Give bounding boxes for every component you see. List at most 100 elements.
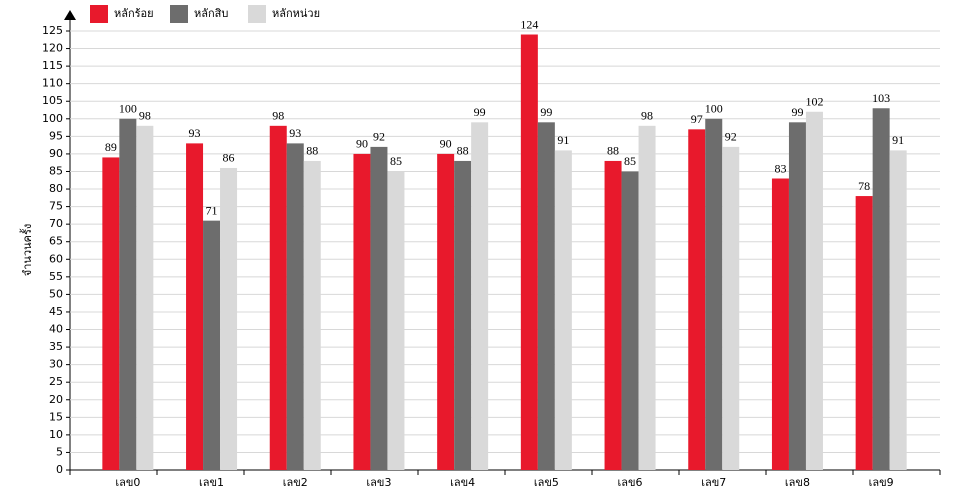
bar bbox=[102, 157, 120, 470]
y-tick-label: 110 bbox=[42, 77, 63, 90]
y-tick-label: 25 bbox=[49, 375, 63, 388]
value-label: 86 bbox=[223, 151, 235, 165]
x-tick-label: เลข0 bbox=[115, 476, 140, 489]
bar bbox=[286, 143, 304, 470]
bar bbox=[537, 122, 555, 470]
value-label: 88 bbox=[607, 144, 619, 158]
y-tick-label: 20 bbox=[49, 393, 63, 406]
legend-swatch[interactable] bbox=[248, 5, 266, 23]
bar bbox=[353, 153, 371, 471]
value-label: 78 bbox=[858, 179, 870, 193]
x-tick-label: เลข6 bbox=[618, 476, 643, 489]
value-label: 71 bbox=[206, 203, 218, 217]
bar bbox=[220, 167, 238, 470]
value-label: 88 bbox=[306, 144, 318, 158]
value-label: 99 bbox=[474, 105, 486, 119]
value-label: 124 bbox=[520, 17, 538, 31]
bar bbox=[621, 171, 639, 471]
bar bbox=[688, 129, 706, 470]
bar bbox=[303, 160, 321, 470]
value-label: 100 bbox=[119, 102, 137, 116]
bar bbox=[889, 150, 907, 470]
value-label: 85 bbox=[624, 154, 636, 168]
y-tick-label: 85 bbox=[49, 164, 63, 177]
y-tick-label: 100 bbox=[42, 112, 63, 125]
y-tick-label: 60 bbox=[49, 252, 63, 265]
value-label: 92 bbox=[373, 130, 385, 144]
y-tick-label: 0 bbox=[56, 463, 63, 476]
y-tick-label: 10 bbox=[49, 428, 63, 441]
bar bbox=[872, 108, 890, 470]
bar bbox=[604, 160, 622, 470]
y-tick-label: 90 bbox=[49, 147, 63, 160]
value-label: 89 bbox=[105, 140, 117, 154]
legend-swatch[interactable] bbox=[90, 5, 108, 23]
y-axis-arrow bbox=[64, 10, 76, 20]
bar bbox=[771, 178, 789, 470]
y-tick-label: 75 bbox=[49, 200, 63, 213]
value-label: 90 bbox=[356, 137, 368, 151]
bar bbox=[638, 125, 656, 470]
y-tick-label: 30 bbox=[49, 358, 63, 371]
x-tick-label: เลข8 bbox=[785, 476, 810, 489]
bar bbox=[805, 111, 823, 470]
value-label: 83 bbox=[774, 161, 786, 175]
bar bbox=[269, 125, 287, 470]
y-tick-label: 95 bbox=[49, 129, 63, 142]
legend-swatch[interactable] bbox=[170, 5, 188, 23]
x-tick-label: เลข1 bbox=[199, 476, 224, 489]
value-label: 91 bbox=[557, 133, 569, 147]
legend-label[interactable]: หลักร้อย bbox=[114, 7, 154, 20]
value-label: 103 bbox=[872, 91, 890, 105]
bar bbox=[454, 160, 472, 470]
bar bbox=[788, 122, 806, 470]
value-label: 90 bbox=[440, 137, 452, 151]
bar bbox=[722, 146, 740, 470]
x-tick-label: เลข4 bbox=[450, 476, 475, 489]
y-tick-label: 80 bbox=[49, 182, 63, 195]
y-tick-label: 55 bbox=[49, 270, 63, 283]
bar bbox=[387, 171, 405, 471]
x-tick-label: เลข9 bbox=[869, 476, 894, 489]
bar bbox=[370, 146, 388, 470]
bar bbox=[186, 143, 204, 470]
x-tick-label: เลข7 bbox=[701, 476, 726, 489]
value-label: 85 bbox=[390, 154, 402, 168]
y-tick-label: 105 bbox=[42, 94, 63, 107]
bar bbox=[203, 220, 221, 470]
bar bbox=[471, 122, 489, 470]
bar bbox=[855, 196, 873, 470]
bar bbox=[136, 125, 154, 470]
bar bbox=[705, 118, 723, 471]
value-label: 93 bbox=[289, 126, 301, 140]
bar bbox=[520, 34, 538, 471]
value-label: 99 bbox=[791, 105, 803, 119]
y-tick-label: 45 bbox=[49, 305, 63, 318]
value-label: 93 bbox=[189, 126, 201, 140]
y-tick-label: 15 bbox=[49, 410, 63, 423]
bar bbox=[437, 153, 455, 471]
y-tick-label: 50 bbox=[49, 287, 63, 300]
value-label: 92 bbox=[725, 130, 737, 144]
x-tick-label: เลข2 bbox=[283, 476, 308, 489]
value-label: 100 bbox=[705, 102, 723, 116]
x-tick-label: เลข3 bbox=[366, 476, 391, 489]
y-tick-label: 35 bbox=[49, 340, 63, 353]
value-label: 102 bbox=[805, 95, 823, 109]
y-tick-label: 5 bbox=[56, 445, 63, 458]
value-label: 98 bbox=[272, 109, 284, 123]
value-label: 97 bbox=[691, 112, 703, 126]
y-tick-label: 65 bbox=[49, 235, 63, 248]
y-tick-label: 115 bbox=[42, 59, 63, 72]
bar bbox=[554, 150, 572, 470]
legend-label[interactable]: หลักสิบ bbox=[194, 7, 228, 20]
y-tick-label: 40 bbox=[49, 323, 63, 336]
value-label: 98 bbox=[641, 109, 653, 123]
y-tick-label: 70 bbox=[49, 217, 63, 230]
value-label: 98 bbox=[139, 109, 151, 123]
value-label: 88 bbox=[457, 144, 469, 158]
legend-label[interactable]: หลักหน่วย bbox=[272, 7, 320, 20]
x-tick-label: เลข5 bbox=[534, 476, 559, 489]
value-label: 99 bbox=[540, 105, 552, 119]
